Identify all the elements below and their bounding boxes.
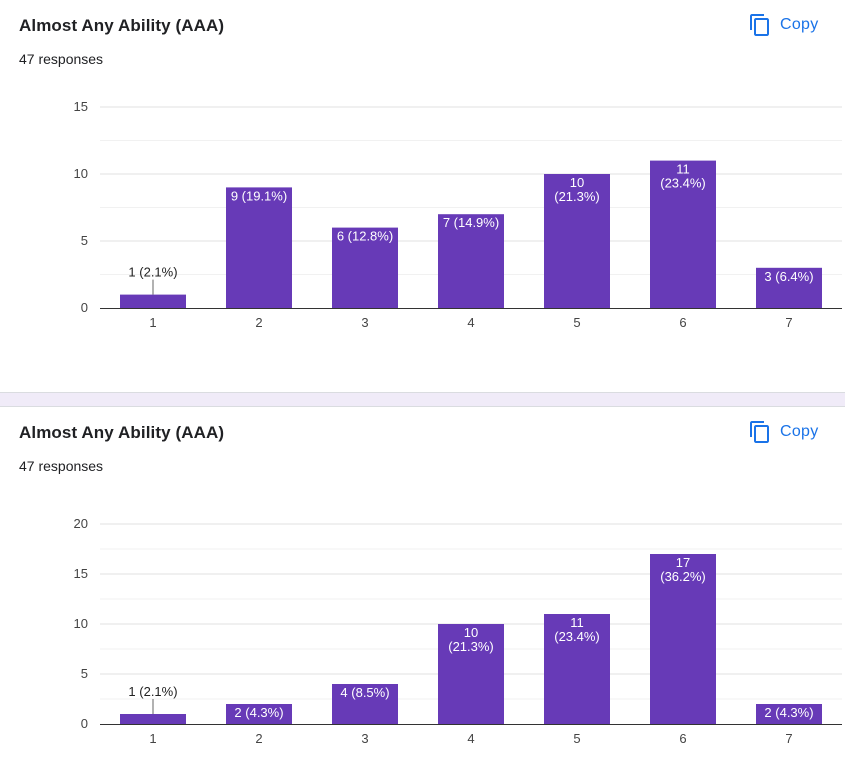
bar [120, 714, 186, 724]
data-label: 10(21.3%) [554, 175, 600, 204]
bar [438, 624, 504, 724]
x-tick-label: 5 [573, 315, 580, 330]
bar [544, 174, 610, 308]
chart-card: Almost Any Ability (AAA) 47 responses Co… [0, 10, 845, 393]
card-title: Almost Any Ability (AAA) [19, 423, 225, 442]
data-label-text: (23.4%) [554, 629, 600, 644]
data-label: 3 (6.4%) [764, 269, 813, 284]
bar [332, 227, 398, 308]
data-label: 2 (4.3%) [234, 705, 283, 720]
data-label: 11(23.4%) [554, 615, 600, 644]
gridlines [100, 106, 842, 275]
data-label-text: 6 (12.8%) [337, 229, 393, 244]
x-tick-label: 4 [467, 731, 474, 746]
bar-chart: 0 5 10 15 1 1 (2.1%) 2 9 (19.1%) 3 6 (12.8%) 4 7 (1… [74, 99, 842, 330]
x-tick-label: 6 [679, 315, 686, 330]
data-label: 9 (19.1%) [231, 188, 287, 203]
response-count: 47 responses [19, 458, 104, 474]
data-label-text: 4 (8.5%) [340, 685, 389, 700]
data-label: 6 (12.8%) [337, 229, 393, 244]
x-tick-label: 2 [255, 731, 262, 746]
data-label-text: 11 [570, 615, 584, 630]
data-label-text: 9 (19.1%) [231, 188, 287, 203]
bar [226, 704, 292, 724]
data-label: 17(36.2%) [660, 555, 706, 584]
x-tick-label: 3 [361, 315, 368, 330]
card-separator [0, 393, 845, 406]
x-tick-label: 7 [785, 315, 792, 330]
x-tick-label: 2 [255, 315, 262, 330]
data-label: 2 (4.3%) [764, 705, 813, 720]
y-tick-label: 15 [74, 99, 88, 114]
card-title: Almost Any Ability (AAA) [19, 16, 225, 35]
data-label-text: 7 (14.9%) [443, 215, 499, 230]
data-label-text: (23.4%) [660, 176, 706, 191]
data-label: 10(21.3%) [448, 625, 494, 654]
data-label-text: 10 [570, 175, 584, 190]
data-label: 1 (2.1%) [128, 684, 178, 714]
y-tick-label: 10 [74, 616, 88, 631]
data-label-text: 1 (2.1%) [128, 265, 177, 280]
y-tick-label: 20 [74, 516, 88, 531]
bar [120, 294, 186, 308]
copy-label: Copy [780, 423, 819, 440]
copy-chart-button[interactable]: Copy [748, 10, 819, 40]
data-label: 11(23.4%) [660, 162, 706, 191]
data-label: 4 (8.5%) [340, 685, 389, 700]
data-label-text: (21.3%) [448, 639, 494, 654]
bar [226, 187, 292, 308]
bar [650, 554, 716, 724]
data-label-text: 10 [464, 625, 478, 640]
copy-icon [748, 13, 772, 37]
data-label-text: 2 (4.3%) [234, 705, 283, 720]
x-tick-label: 1 [149, 315, 156, 330]
y-tick-label: 10 [74, 166, 88, 181]
bar [756, 267, 822, 308]
x-tick-label: 3 [361, 731, 368, 746]
y-tick-label: 15 [74, 566, 88, 581]
bar [438, 214, 504, 308]
response-count: 47 responses [19, 51, 104, 67]
data-label-text: 3 (6.4%) [764, 269, 813, 284]
data-label: 1 (2.1%) [128, 265, 178, 295]
data-label-text: (36.2%) [660, 569, 706, 584]
x-tick-label: 6 [679, 731, 686, 746]
copy-chart-button[interactable]: Copy [748, 417, 819, 447]
data-label-text: (21.3%) [554, 189, 600, 204]
y-tick-label: 5 [81, 666, 88, 681]
x-tick-label: 7 [785, 731, 792, 746]
x-tick-label: 4 [467, 315, 474, 330]
data-label-text: 17 [676, 555, 690, 570]
bar [544, 614, 610, 724]
copy-label: Copy [780, 16, 819, 33]
data-label-text: 11 [676, 162, 690, 177]
y-tick-label: 0 [81, 716, 88, 731]
copy-icon [748, 420, 772, 444]
chart-card: Almost Any Ability (AAA) 47 responses Co… [0, 406, 845, 756]
y-tick-label: 5 [81, 233, 88, 248]
x-tick-label: 1 [149, 731, 156, 746]
y-tick-label: 0 [81, 300, 88, 315]
bar [332, 684, 398, 724]
data-label: 7 (14.9%) [443, 215, 499, 230]
data-label-text: 2 (4.3%) [764, 705, 813, 720]
x-tick-label: 5 [573, 731, 580, 746]
bar [650, 160, 716, 308]
data-label-text: 1 (2.1%) [128, 684, 177, 699]
bar [756, 704, 822, 724]
